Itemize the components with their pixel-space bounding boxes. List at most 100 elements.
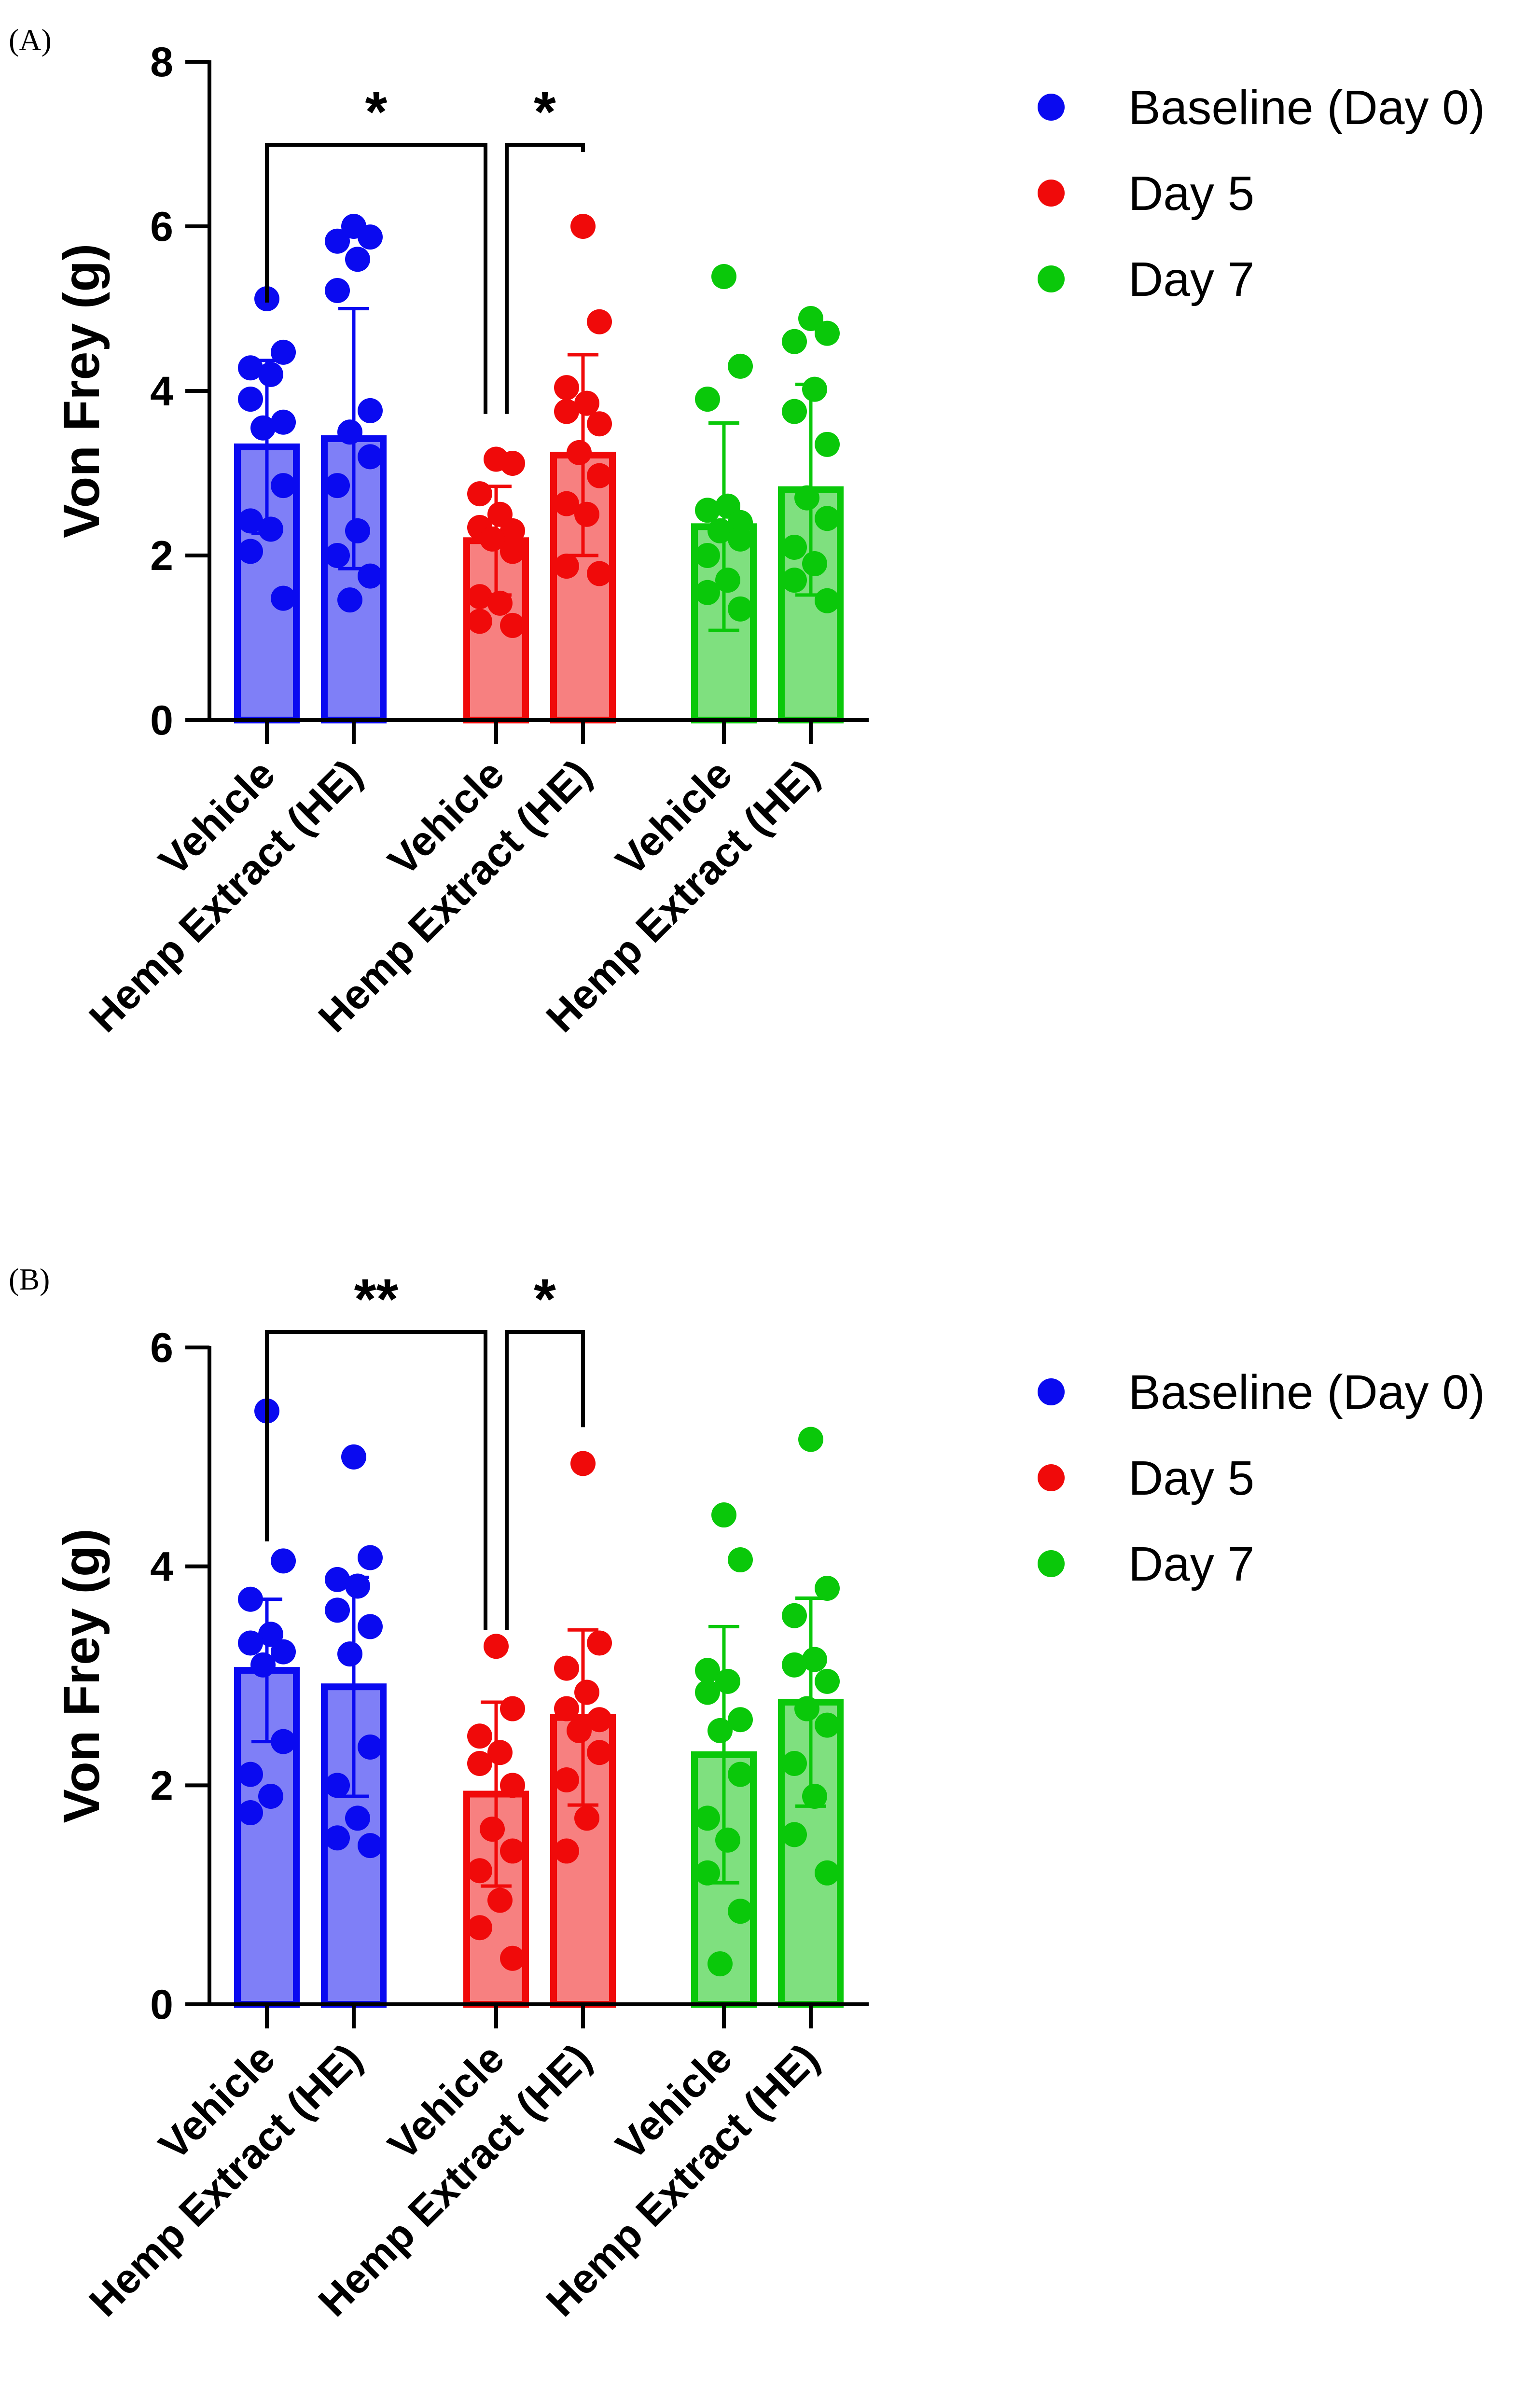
- data-point-b-day7-vehicle: [711, 1502, 736, 1528]
- data-point-a-day5-hemp-extract: [587, 309, 612, 334]
- y-tick-label-b: 0: [150, 1982, 173, 2028]
- y-tick-label-a: 6: [150, 204, 173, 250]
- data-point-b-baseline-vehicle: [250, 1652, 276, 1678]
- data-point-b-day7-hemp-extract: [802, 1647, 827, 1672]
- data-point-a-baseline-vehicle: [258, 361, 283, 387]
- y-tick-label-b: 4: [150, 1544, 173, 1590]
- data-point-a-day7-vehicle: [728, 353, 753, 379]
- data-point-a-day5-hemp-extract: [567, 440, 592, 465]
- data-point-a-day7-vehicle: [711, 264, 736, 290]
- data-point-b-baseline-vehicle: [238, 1800, 263, 1826]
- data-point-a-day7-hemp-extract: [782, 329, 807, 354]
- data-point-a-day5-vehicle: [487, 590, 513, 616]
- data-point-a-day5-hemp-extract: [554, 554, 579, 579]
- data-point-a-baseline-hemp-extract: [345, 247, 370, 272]
- data-point-b-baseline-hemp-extract: [337, 1641, 362, 1667]
- data-point-b-baseline-vehicle: [258, 1622, 283, 1647]
- data-point-a-day5-vehicle: [467, 609, 492, 634]
- data-point-b-day5-vehicle: [467, 1750, 492, 1776]
- data-point-b-baseline-hemp-extract: [358, 1734, 383, 1760]
- data-point-b-day5-vehicle: [487, 1740, 513, 1765]
- data-point-b-day7-hemp-extract: [798, 1427, 823, 1452]
- data-point-b-baseline-hemp-extract: [325, 1773, 350, 1798]
- panel-label-a: (A): [9, 23, 52, 57]
- data-point-b-day7-hemp-extract: [782, 1822, 807, 1847]
- data-point-b-baseline-hemp-extract: [358, 1833, 383, 1859]
- data-point-a-day7-hemp-extract: [802, 551, 827, 577]
- data-point-b-baseline-vehicle: [271, 1548, 296, 1574]
- data-point-b-day7-hemp-extract: [815, 1576, 840, 1601]
- data-point-a-day5-hemp-extract: [570, 214, 596, 239]
- data-point-b-day5-hemp-extract: [554, 1696, 579, 1721]
- legend-label-b-day7: Day 7: [1128, 1537, 1254, 1591]
- data-point-b-day7-vehicle: [728, 1899, 753, 1924]
- data-point-b-day7-hemp-extract: [802, 1784, 827, 1809]
- data-point-a-day5-vehicle: [500, 612, 525, 638]
- y-tick-label-b: 6: [150, 1325, 173, 1371]
- data-point-b-day5-hemp-extract: [570, 1451, 596, 1476]
- data-point-b-day5-vehicle: [487, 1887, 513, 1913]
- data-point-a-day7-vehicle: [728, 596, 753, 622]
- data-point-a-baseline-hemp-extract: [325, 278, 350, 303]
- data-point-b-day7-vehicle: [728, 1762, 753, 1787]
- data-point-a-day5-hemp-extract: [554, 375, 579, 401]
- legend-label-a-baseline: Baseline (Day 0): [1128, 81, 1485, 135]
- data-point-b-day7-hemp-extract: [815, 1712, 840, 1738]
- legend-label-a-day5: Day 5: [1128, 167, 1254, 221]
- y-axis-title-b: Von Frey (g): [53, 1528, 110, 1823]
- data-point-b-day5-hemp-extract: [574, 1805, 599, 1831]
- data-point-a-baseline-vehicle: [271, 473, 296, 499]
- data-point-b-day5-hemp-extract: [587, 1630, 612, 1656]
- data-point-b-day5-vehicle: [467, 1915, 492, 1941]
- data-point-b-day7-vehicle: [715, 1827, 740, 1853]
- panel-a: (A) Von Frey (g) Baseline (Day 0) Day 5 Day …: [9, 23, 1485, 1041]
- data-point-b-day5-hemp-extract: [587, 1707, 612, 1733]
- data-point-b-day5-vehicle: [500, 1945, 525, 1971]
- data-point-a-baseline-vehicle: [258, 516, 283, 542]
- significance-label-a-1: *: [365, 80, 388, 144]
- data-point-b-baseline-vehicle: [238, 1762, 263, 1787]
- significance-bracket-a-1: [265, 143, 487, 414]
- data-point-b-day7-hemp-extract: [815, 1668, 840, 1694]
- data-point-a-day7-hemp-extract: [815, 506, 840, 531]
- data-point-a-day7-hemp-extract: [815, 431, 840, 457]
- legend-marker-b-baseline: [1038, 1378, 1065, 1405]
- data-point-a-day7-hemp-extract: [782, 399, 807, 424]
- data-point-b-baseline-vehicle: [271, 1639, 296, 1665]
- data-point-a-day7-hemp-extract: [782, 568, 807, 593]
- data-point-a-baseline-vehicle: [250, 415, 276, 441]
- data-point-a-day7-hemp-extract: [798, 305, 823, 331]
- data-point-b-day5-vehicle: [467, 1858, 492, 1884]
- data-point-b-day5-vehicle: [500, 1696, 525, 1721]
- data-point-a-day7-hemp-extract: [815, 588, 840, 613]
- data-point-a-baseline-hemp-extract: [345, 518, 370, 543]
- data-point-a-baseline-hemp-extract: [325, 228, 350, 254]
- data-point-b-day7-vehicle: [695, 1860, 720, 1886]
- data-point-a-day7-hemp-extract: [794, 485, 819, 511]
- data-point-b-day7-vehicle: [728, 1707, 753, 1733]
- data-point-a-day7-hemp-extract: [815, 320, 840, 346]
- data-point-a-baseline-vehicle: [271, 585, 296, 611]
- data-point-a-baseline-hemp-extract: [358, 224, 383, 250]
- data-point-b-day5-hemp-extract: [587, 1740, 612, 1765]
- data-point-a-baseline-vehicle: [238, 508, 263, 534]
- data-point-a-baseline-vehicle: [271, 339, 296, 365]
- legend-label-b-day5: Day 5: [1128, 1451, 1254, 1505]
- data-point-a-day5-hemp-extract: [587, 463, 612, 488]
- data-point-a-day5-vehicle: [467, 481, 492, 507]
- data-point-b-baseline-vehicle: [238, 1630, 263, 1656]
- data-point-a-day5-vehicle: [500, 518, 525, 543]
- data-point-b-baseline-vehicle: [271, 1729, 296, 1754]
- data-point-a-day5-hemp-extract: [587, 411, 612, 437]
- data-point-a-day5-vehicle: [500, 451, 525, 476]
- data-point-a-baseline-hemp-extract: [358, 398, 383, 423]
- significance-bracket-a-2: [505, 143, 585, 414]
- data-point-b-day5-hemp-extract: [567, 1718, 592, 1743]
- data-point-b-baseline-hemp-extract: [358, 1545, 383, 1570]
- legend-marker-a-day7: [1038, 265, 1065, 292]
- data-point-b-baseline-hemp-extract: [358, 1614, 383, 1639]
- data-point-a-baseline-vehicle: [238, 355, 263, 381]
- data-point-b-day5-vehicle: [467, 1723, 492, 1749]
- y-tick-label-a: 2: [150, 533, 173, 579]
